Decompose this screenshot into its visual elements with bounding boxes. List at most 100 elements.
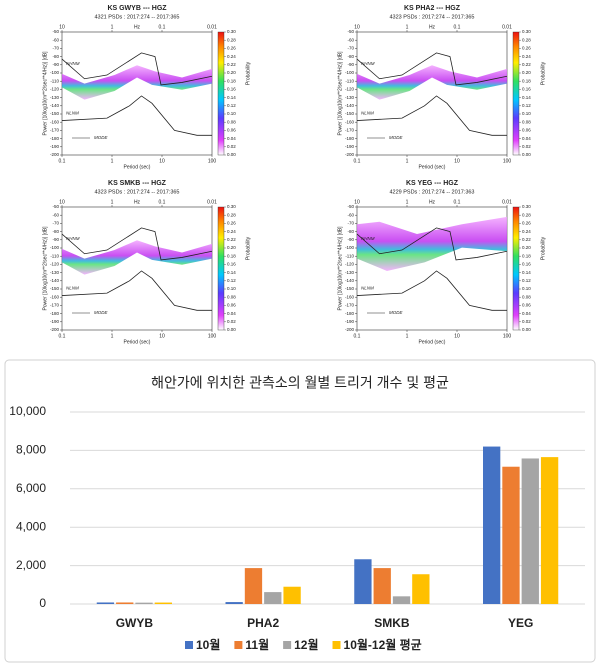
y-tick-label: -110	[345, 78, 354, 83]
y-tick-label: -60	[52, 212, 59, 217]
colorbar-tick-label: 0.02	[227, 144, 236, 149]
noise-model-curve	[356, 95, 507, 136]
panel-subtitle: 4321 PSDs : 2017:274 -- 2017:365	[94, 14, 179, 20]
y-tick-label: -150	[345, 111, 355, 116]
y-tick-label: -90	[52, 237, 59, 242]
chart-title: 해안가에 위치한 관측소의 월별 트리거 개수 및 평균	[151, 375, 449, 391]
colorbar-tick-label: 0.22	[522, 62, 531, 67]
x-tick-label: 0.1	[354, 158, 361, 164]
y-tick-label: -140	[50, 278, 60, 283]
colorbar-tick-label: 0.26	[522, 221, 531, 226]
x-tick-label: PHA2	[247, 616, 279, 630]
colorbar-label: Probability	[540, 236, 546, 260]
y-tick-label: -120	[50, 262, 60, 267]
noise-model-curve	[61, 52, 213, 86]
colorbar-tick-label: 0.30	[227, 204, 236, 209]
y-tick-label: -120	[345, 87, 355, 92]
x-tick-label: 0.1	[354, 333, 361, 339]
y-tick-label: -160	[345, 294, 355, 299]
legend-swatch	[185, 641, 193, 649]
annotation: MODE	[389, 135, 403, 140]
colorbar-tick-label: 0.30	[227, 29, 236, 34]
y-tick-label: -120	[50, 87, 60, 92]
probability-cloud	[62, 240, 212, 275]
bar	[483, 446, 501, 604]
noise-model-curve	[356, 227, 508, 261]
colorbar-tick-label: 0.18	[522, 78, 531, 83]
colorbar-tick-label: 0.20	[227, 245, 236, 250]
colorbar-label: Probability	[245, 61, 251, 85]
colorbar-tick-label: 0.04	[522, 136, 531, 141]
x-tick-label: GWYB	[116, 616, 154, 630]
colorbar-tick-label: 0.04	[227, 136, 236, 141]
top-tick-label: 0.01	[502, 24, 512, 30]
y-tick-label: -180	[345, 136, 355, 141]
y-tick-label: -90	[52, 62, 59, 67]
colorbar-tick-label: 0.28	[227, 37, 236, 42]
colorbar-tick-label: 0.10	[522, 111, 531, 116]
bar	[135, 602, 153, 604]
y-tick-label: 2,000	[16, 558, 46, 572]
legend-label: 10월	[196, 637, 220, 652]
annotation: NHNM	[361, 236, 375, 241]
y-tick-label: -70	[347, 46, 354, 51]
colorbar-tick-label: 0.12	[522, 278, 531, 283]
y-tick-label: -160	[345, 119, 355, 124]
y-tick-label: -100	[345, 245, 355, 250]
y-tick-label: 4,000	[16, 519, 46, 533]
colorbar-tick-label: 0.28	[522, 37, 531, 42]
colorbar-tick-label: 0.24	[227, 229, 236, 234]
panel-title: KS PHA2 --- HGZ	[404, 5, 461, 12]
legend-swatch	[234, 641, 243, 649]
x-tick-label: 1	[111, 158, 114, 164]
y-axis-label: Power [10log10(m**2/sec**4/Hz)] [dB]	[42, 51, 48, 136]
probability-cloud	[357, 216, 507, 271]
y-tick-label: -150	[50, 286, 60, 291]
colorbar-tick-label: 0.20	[522, 245, 531, 250]
y-tick-label: -170	[50, 128, 60, 133]
noise-model-curve	[61, 270, 212, 311]
x-tick-label: 10	[454, 158, 460, 164]
y-tick-label: -130	[50, 270, 60, 275]
y-tick-label: -60	[347, 212, 354, 217]
y-tick-label: -50	[52, 204, 59, 209]
y-tick-label: -120	[345, 262, 355, 267]
panel-subtitle: 4229 PSDs : 2017:274 -- 2017:363	[389, 189, 474, 195]
colorbar-tick-label: 0.22	[227, 237, 236, 242]
colorbar-tick-label: 0.26	[227, 221, 236, 226]
colorbar-tick-label: 0.12	[227, 103, 236, 108]
x-tick-label: 10	[159, 158, 165, 164]
y-tick-label: 6,000	[16, 481, 46, 495]
y-tick-label: -150	[50, 111, 60, 116]
bar	[373, 568, 391, 604]
y-tick-label: -180	[50, 136, 60, 141]
colorbar	[512, 206, 520, 331]
legend-label: 10월-12월 평균	[344, 637, 422, 652]
y-tick-label: -130	[50, 95, 60, 100]
top-tick-label: 10	[354, 24, 360, 30]
x-tick-label: 10	[454, 333, 460, 339]
colorbar-tick-label: 0.24	[522, 54, 531, 59]
annotation: MODE	[94, 135, 108, 140]
colorbar-tick-label: 0.04	[227, 311, 236, 316]
annotation: NHNM	[361, 61, 375, 66]
annotation: NHNM	[66, 61, 80, 66]
x-axis-label: Period (sec)	[124, 164, 151, 170]
annotation: NLNM	[361, 110, 374, 115]
bar	[244, 568, 263, 604]
y-tick-label: -70	[52, 46, 59, 51]
colorbar-tick-label: 0.08	[522, 294, 531, 299]
colorbar-tick-label: 0.26	[522, 46, 531, 51]
top-tick-label: 1	[111, 24, 114, 30]
x-tick-label: 0.1	[59, 158, 66, 164]
colorbar-tick-label: 0.30	[522, 29, 531, 34]
colorbar-tick-label: 0.20	[227, 70, 236, 75]
y-tick-label: -140	[345, 103, 355, 108]
y-tick-label: -190	[345, 144, 355, 149]
legend-label: 11월	[245, 637, 269, 652]
y-tick-label: 10,000	[9, 404, 46, 418]
psd-panel: KS YEG --- HGZ 4229 PSDs : 2017:274 -- 20…	[337, 180, 546, 345]
bar	[540, 457, 559, 604]
top-tick-label: 0.01	[207, 24, 217, 30]
probability-cloud	[62, 65, 212, 100]
